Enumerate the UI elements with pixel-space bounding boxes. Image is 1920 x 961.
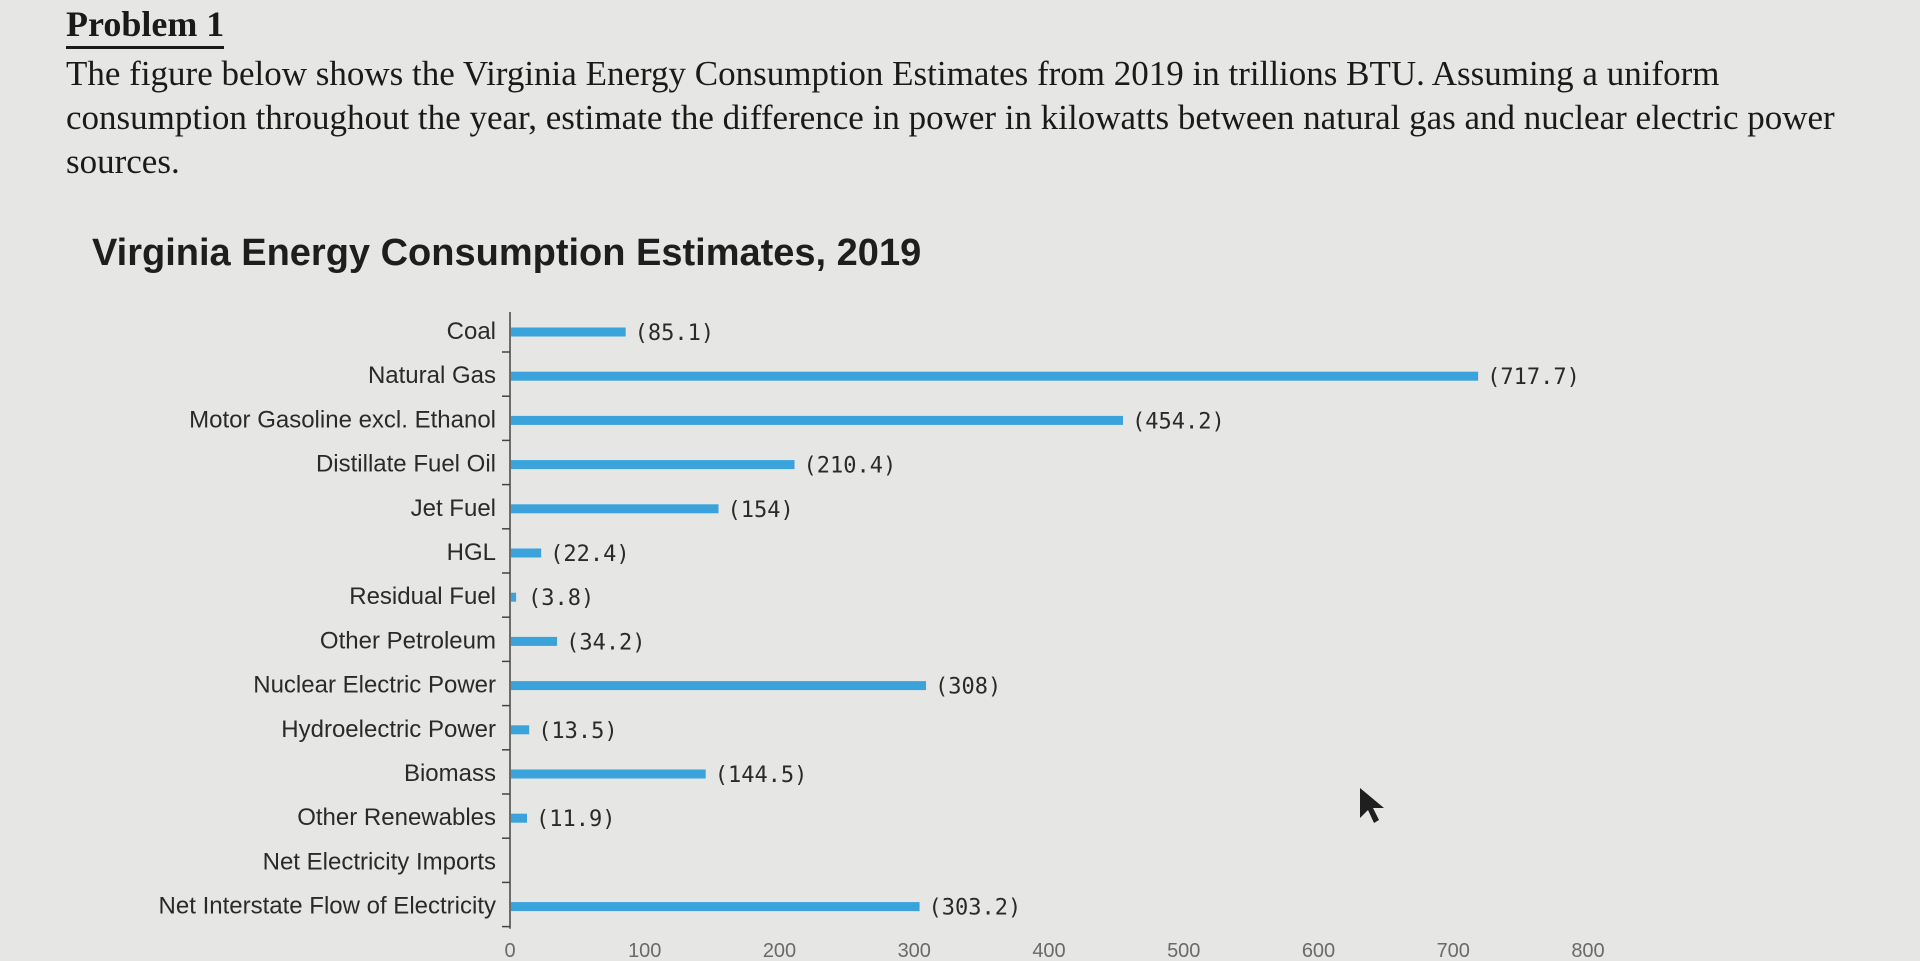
bar <box>511 592 517 602</box>
bar <box>511 460 795 470</box>
bar <box>511 725 530 735</box>
bar <box>511 902 920 912</box>
value-label: (154) <box>728 498 794 523</box>
chart-title: Virginia Energy Consumption Estimates, 2… <box>92 232 922 274</box>
x-tick-label: 100 <box>628 940 661 961</box>
category-label: Jet Fuel <box>411 495 496 522</box>
bar <box>511 636 558 646</box>
bar <box>511 813 528 823</box>
value-label: (144.5) <box>715 763 808 788</box>
bar <box>511 548 542 558</box>
category-label: Nuclear Electric Power <box>253 672 496 699</box>
category-label: Natural Gas <box>368 362 496 389</box>
value-label: (454.2) <box>1132 409 1225 434</box>
value-label: (13.5) <box>538 719 617 744</box>
category-label: Biomass <box>404 760 496 787</box>
x-tick-label: 700 <box>1437 940 1470 961</box>
category-label: Other Renewables <box>297 804 496 831</box>
category-label: HGL <box>447 539 496 566</box>
value-label: (303.2) <box>929 896 1022 921</box>
x-tick-label: 400 <box>1032 940 1065 961</box>
bar <box>511 769 706 779</box>
category-label: Distillate Fuel Oil <box>316 451 496 478</box>
value-label: (308) <box>935 675 1001 700</box>
value-label: (85.1) <box>635 321 714 346</box>
value-label: (3.8) <box>528 586 594 611</box>
value-label: (717.7) <box>1487 365 1580 390</box>
bar <box>511 327 626 337</box>
x-tick-label: 800 <box>1571 940 1604 961</box>
x-tick-label: 0 <box>504 940 515 961</box>
bar <box>511 371 1479 381</box>
category-label: Hydroelectric Power <box>281 716 496 743</box>
x-tick-label: 200 <box>763 940 796 961</box>
bar-chart: Coal (85.1) Natural Gas (717.7) Motor Gasoli… <box>159 312 1605 961</box>
category-label: Other Petroleum <box>320 627 496 654</box>
x-tick-label: 600 <box>1302 940 1335 961</box>
x-tick-label: 500 <box>1167 940 1200 961</box>
value-label: (22.4) <box>550 542 629 567</box>
x-tick-label: 300 <box>898 940 931 961</box>
value-label: (34.2) <box>566 630 645 655</box>
category-label: Residual Fuel <box>349 583 496 610</box>
value-label: (210.4) <box>804 454 897 479</box>
bar <box>511 415 1124 425</box>
problem-text: The figure below shows the Virginia Ener… <box>66 54 1835 181</box>
value-label: (11.9) <box>536 807 615 832</box>
category-label: Net Electricity Imports <box>263 848 496 875</box>
problem-heading: Problem 1 <box>66 2 225 49</box>
category-label: Motor Gasoline excl. Ethanol <box>189 406 496 433</box>
bar <box>511 504 719 514</box>
bar <box>511 681 927 691</box>
mouse-pointer-icon <box>1360 788 1384 823</box>
category-label: Net Interstate Flow of Electricity <box>159 893 496 920</box>
category-label: Coal <box>447 318 496 345</box>
